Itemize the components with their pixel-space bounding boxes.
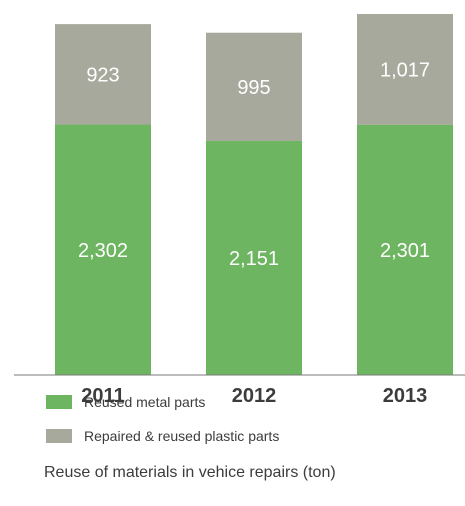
data-label-2012-series-0: 2,151: [229, 248, 279, 270]
bar-segment-2012-series-1: [206, 32, 302, 141]
bar-segment-2011-series-0: [55, 124, 151, 375]
legend-item-reused-metal-parts: Reused metal parts: [46, 394, 205, 410]
bars-layer: [55, 14, 453, 376]
legend-swatch-metal: [46, 395, 72, 409]
bar-segment-2011-series-1: [55, 24, 151, 125]
data-label-2013-series-1: 1,017: [380, 59, 430, 81]
x-tick-label-2012: 2012: [232, 385, 277, 407]
labels-layer: 2,302 923 2011 2,151 995 2012 2,301 1,017 2013: [78, 59, 430, 407]
x-tick-label-2013: 2013: [383, 385, 428, 407]
data-label-2012-series-1: 995: [237, 77, 270, 99]
chart-caption: Reuse of materials in vehice repairs (to…: [44, 464, 336, 481]
x-tick-label-2011: 2011: [81, 385, 124, 407]
legend-item-plastic-parts: Repaired & reused plastic parts: [46, 428, 279, 444]
bar-segment-2013-series-1: [357, 14, 453, 125]
data-label-2011-series-1: 923: [86, 64, 119, 86]
data-label-2013-series-0: 2,301: [380, 240, 430, 262]
bar-segment-2013-series-0: [357, 124, 453, 376]
legend-label-metal: Reused metal parts: [84, 394, 206, 410]
legend-label-plastic: Repaired & reused plastic parts: [84, 428, 280, 444]
data-label-2011-series-0: 2,302: [78, 240, 128, 262]
bar-segment-2012-series-0: [206, 140, 302, 375]
legend-swatch-plastic: [46, 429, 72, 443]
